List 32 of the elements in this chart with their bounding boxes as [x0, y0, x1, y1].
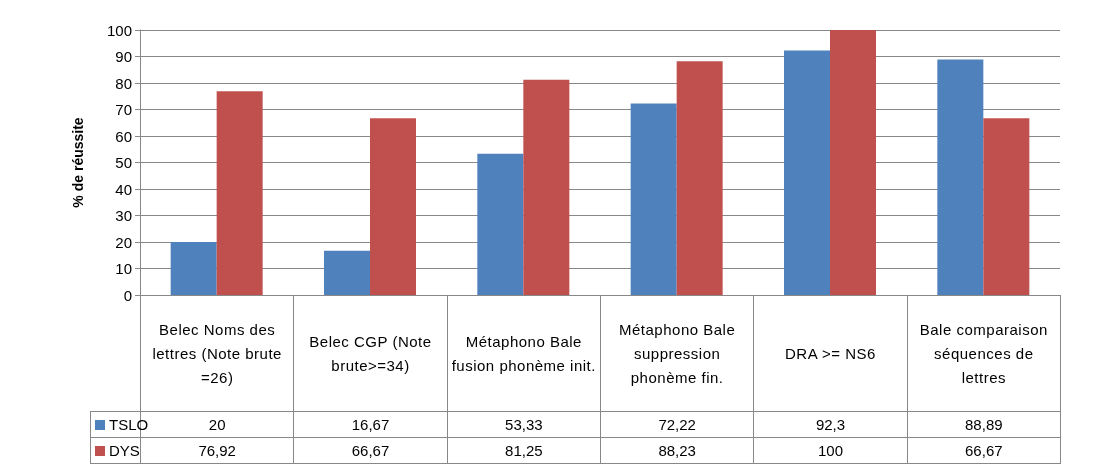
y-tick-label: 50 [115, 154, 132, 171]
legend-label: DYS [90, 437, 141, 464]
x-tick-label: DRA >= NS6 [753, 295, 908, 412]
data-label: 81,25 [447, 437, 601, 464]
y-tick-label: 100 [106, 21, 132, 39]
data-label: 100 [753, 437, 908, 464]
y-tick-label: 40 [115, 180, 132, 198]
data-label: 76,92 [140, 437, 294, 464]
data-label: 88,89 [907, 411, 1061, 438]
x-tick-label: Belec CGP (Note brute>=34) [293, 295, 448, 412]
data-label: 16,67 [293, 411, 448, 438]
y-tick-label: 70 [115, 101, 132, 118]
y-tick-label: 30 [115, 207, 132, 224]
y-tick-label: 20 [115, 233, 132, 251]
x-tick-label: Belec Noms des lettres (Note brute =26) [140, 295, 294, 412]
y-tick-label: 0 [123, 286, 132, 304]
data-label: 72,22 [600, 411, 754, 438]
data-label: 53,33 [447, 411, 601, 438]
y-tick-label: 10 [115, 260, 132, 277]
x-tick-label: Métaphono Bale suppression phonème fin. [600, 295, 754, 412]
y-tick-label: 80 [115, 74, 132, 92]
legend-label: TSLO [108, 415, 149, 435]
data-label: 66,67 [907, 437, 1061, 464]
data-label: 88,23 [600, 437, 754, 464]
y-tick-label: 90 [115, 48, 132, 65]
x-tick-label: Bale comparaison séquences de lettres [907, 295, 1061, 412]
y-axis-title: % de réussite [70, 117, 86, 208]
data-label: 92,3 [753, 411, 908, 438]
x-tick-label: Métaphono Bale fusion phonème init. [447, 295, 601, 412]
data-label: 66,67 [293, 437, 448, 464]
data-label: 20 [208, 416, 226, 433]
y-tick-label: 60 [115, 127, 132, 145]
